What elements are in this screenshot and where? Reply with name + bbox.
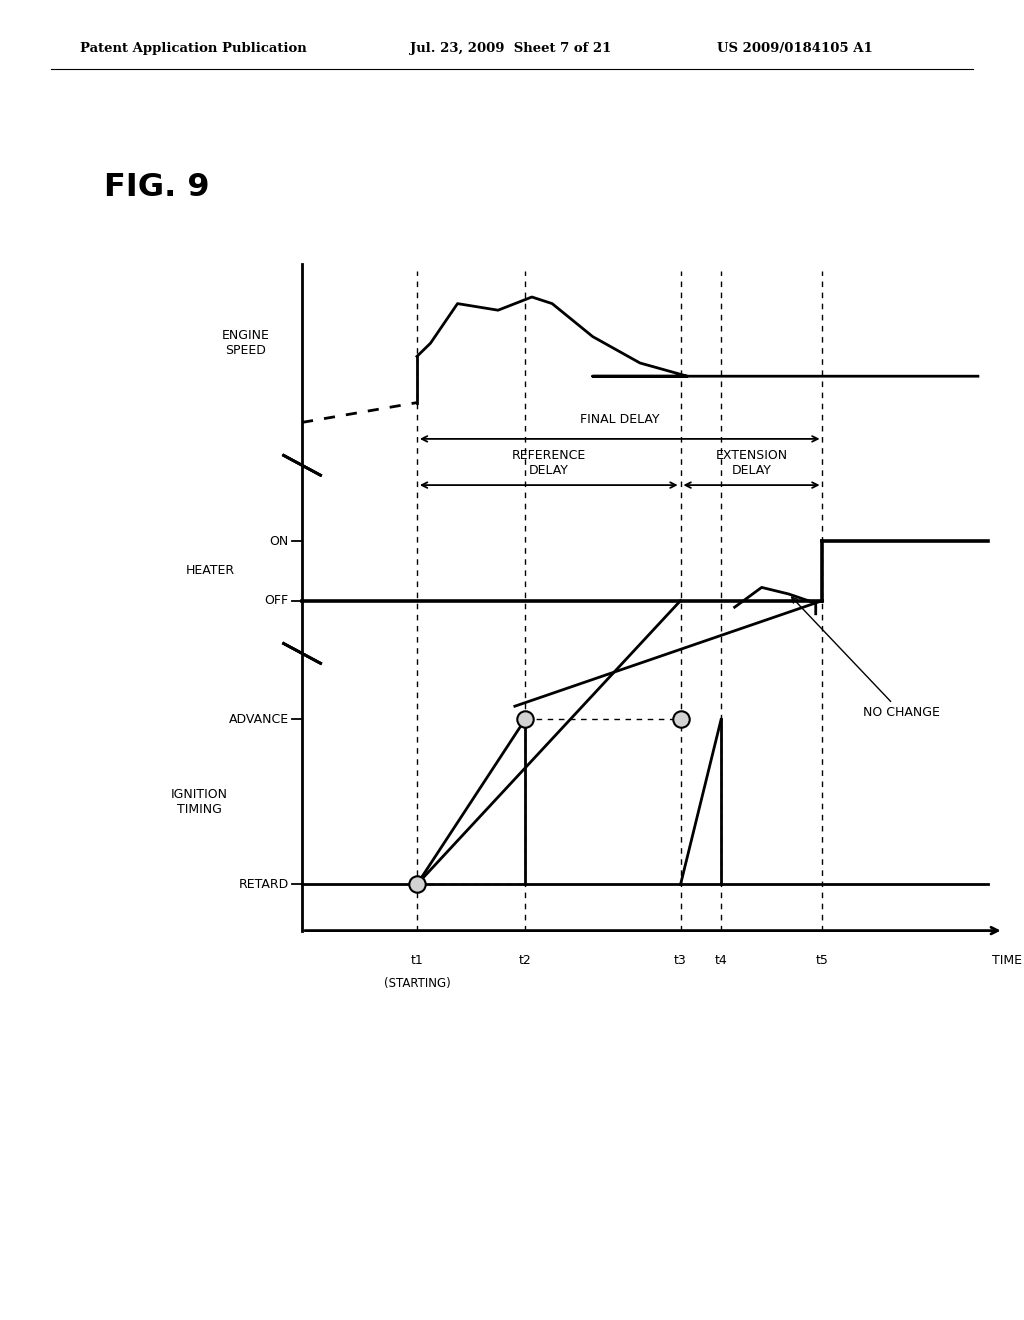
Text: Jul. 23, 2009  Sheet 7 of 21: Jul. 23, 2009 Sheet 7 of 21 [410,42,611,55]
Text: RETARD: RETARD [239,878,289,891]
Point [517,709,534,730]
Text: REFERENCE
DELAY: REFERENCE DELAY [512,449,586,477]
Text: TIME: TIME [991,954,1022,968]
Text: OFF: OFF [264,594,289,607]
Text: t1: t1 [411,954,423,968]
Text: ADVANCE: ADVANCE [228,713,289,726]
Text: IGNITION
TIMING: IGNITION TIMING [171,788,228,816]
Text: Patent Application Publication: Patent Application Publication [80,42,306,55]
Text: HEATER: HEATER [185,565,234,577]
Text: US 2009/0184105 A1: US 2009/0184105 A1 [717,42,872,55]
Text: t4: t4 [715,954,727,968]
Text: ENGINE
SPEED: ENGINE SPEED [222,329,269,358]
Text: t2: t2 [519,954,531,968]
Point [673,709,689,730]
Text: FINAL DELAY: FINAL DELAY [580,413,659,425]
Text: t3: t3 [674,954,687,968]
Text: ON: ON [269,535,289,548]
Point [409,874,425,895]
Text: FIG. 9: FIG. 9 [104,172,210,202]
Text: EXTENSION
DELAY: EXTENSION DELAY [716,449,787,477]
Text: NO CHANGE: NO CHANGE [792,597,940,719]
Text: t5: t5 [816,954,828,968]
Text: (STARTING): (STARTING) [384,977,451,990]
